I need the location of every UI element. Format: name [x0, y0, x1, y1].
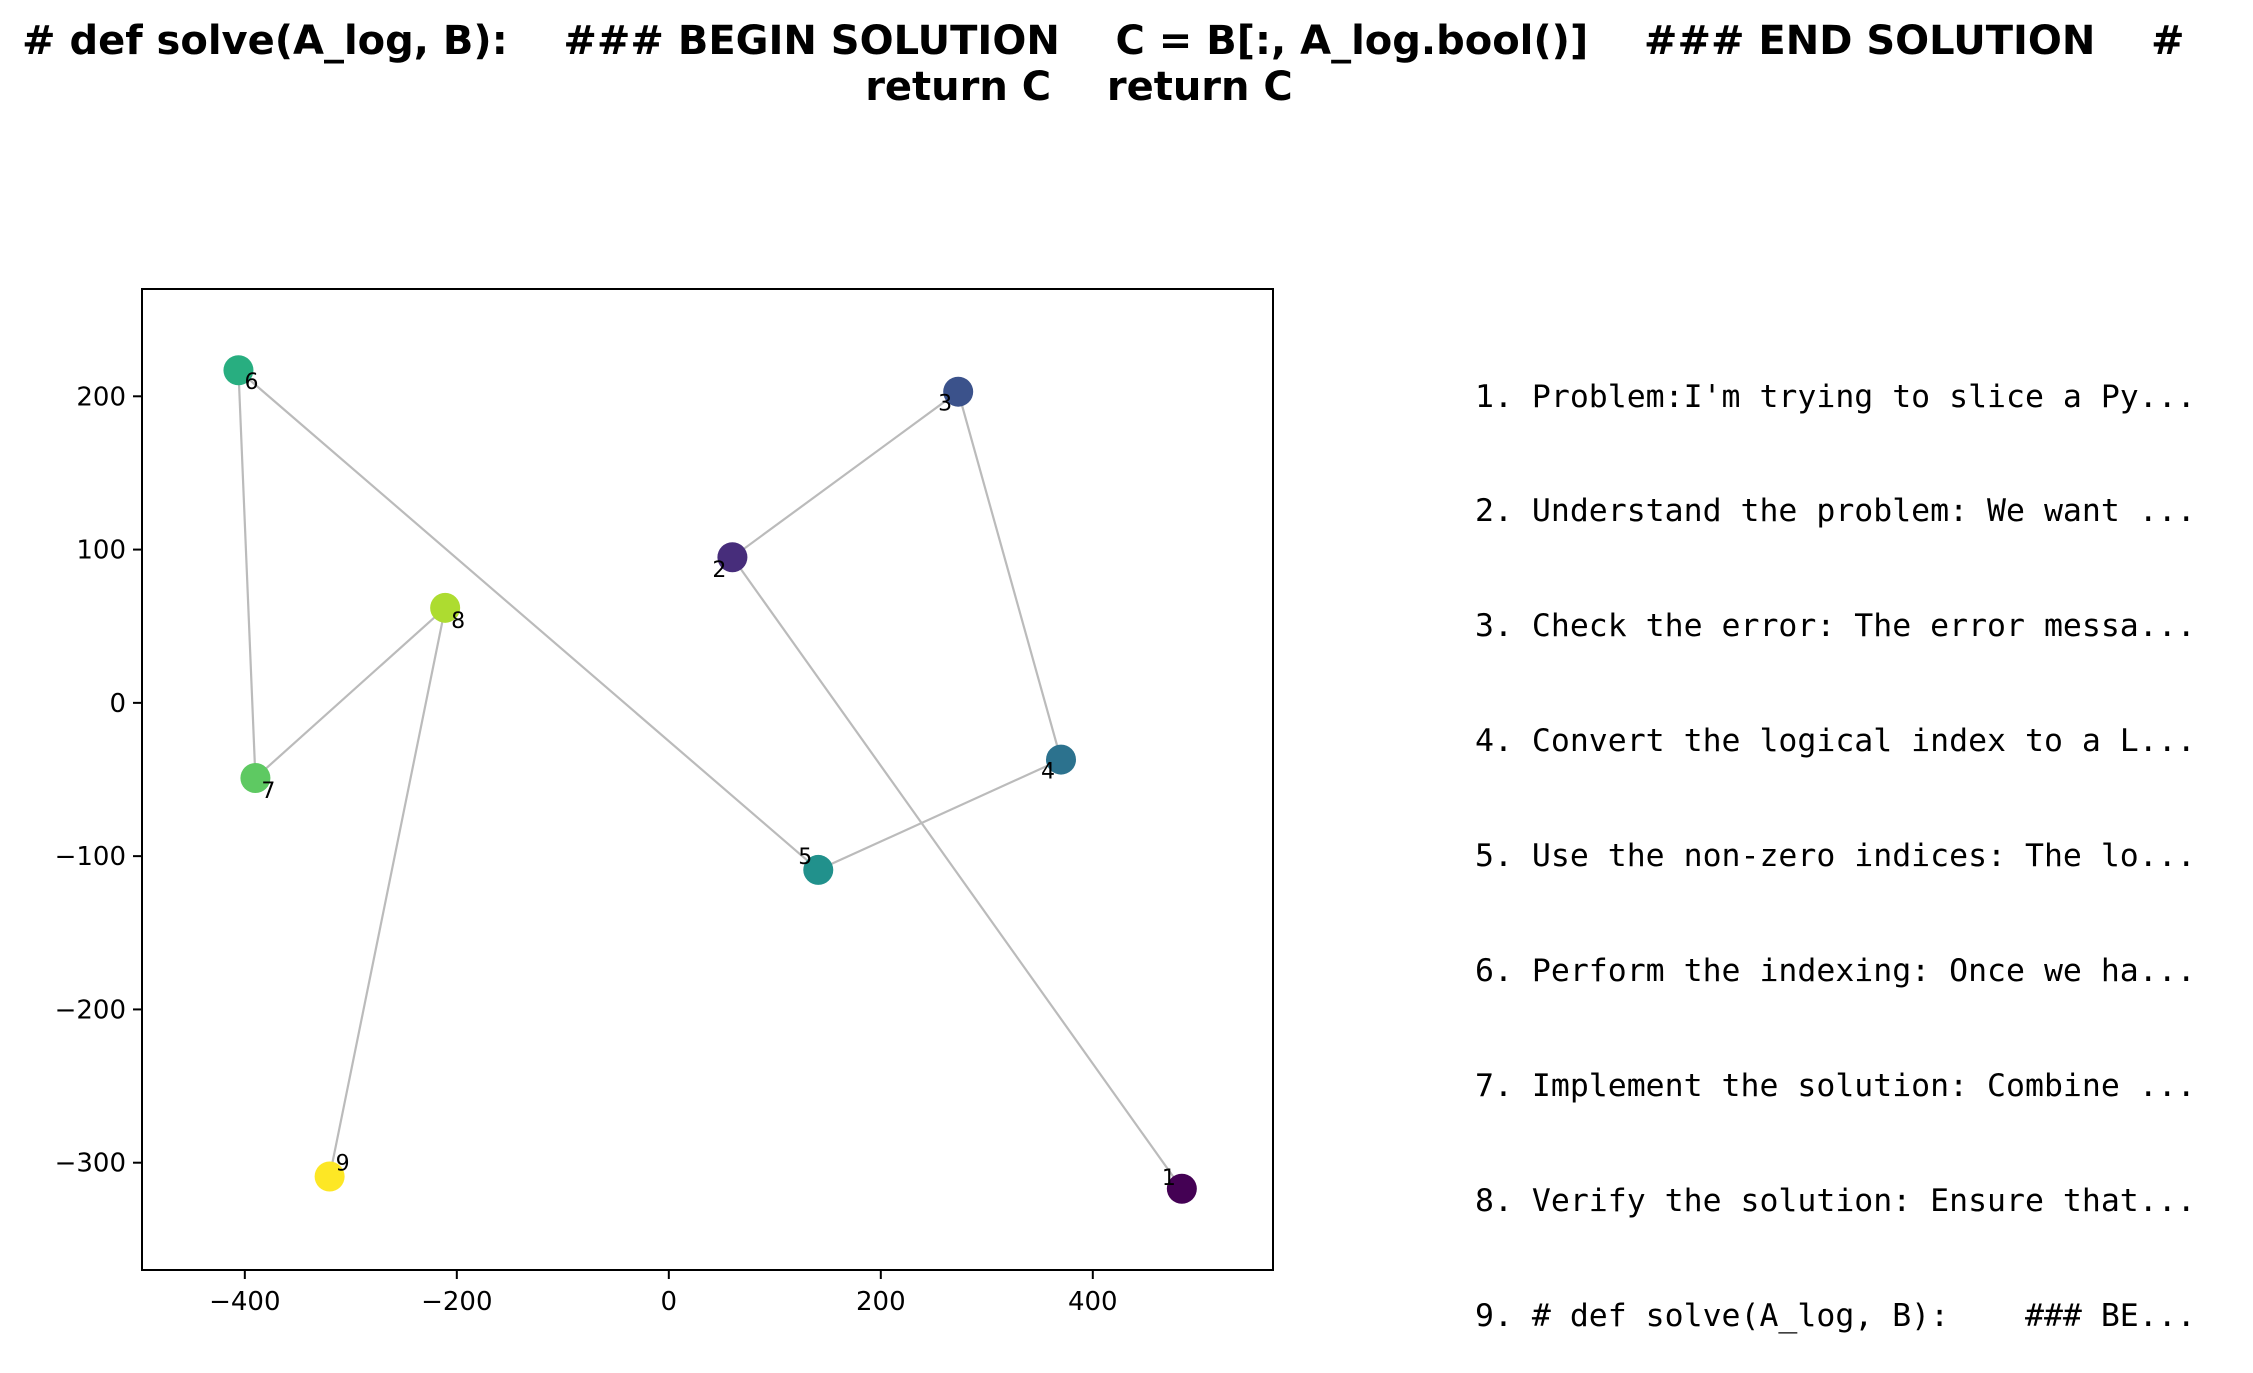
scatter-point	[717, 542, 748, 573]
step-item: 2. Understand the problem: We want ...	[1475, 493, 2196, 530]
step-item: 5. Use the non-zero indices: The lo...	[1475, 838, 2196, 875]
x-tick-label: 200	[856, 1287, 906, 1317]
x-tick-label: −400	[209, 1287, 280, 1317]
point-labels: 1 2 3 4 5 6 7 8 9	[244, 370, 1175, 1191]
connection-line	[328, 607, 447, 1177]
x-tick-label: 0	[661, 1287, 678, 1317]
point-label: 4	[1041, 760, 1055, 785]
step-item: 4. Convert the logical index to a L...	[1475, 723, 2196, 760]
scatter-point	[314, 1161, 345, 1192]
y-tick-label: −200	[55, 995, 126, 1025]
point-label: 6	[244, 370, 258, 395]
point-label: 1	[1162, 1166, 1176, 1191]
step-item: 9. # def solve(A_log, B): ### BE...	[1475, 1297, 2196, 1334]
scatter-point	[430, 592, 461, 623]
step-item: 8. Verify the solution: Ensure that...	[1475, 1182, 2196, 1219]
chart-title-line-1: # def solve(A_log, B): ### BEGIN SOLUTIO…	[22, 18, 2185, 64]
scatter-points	[223, 355, 1197, 1204]
y-tick-label: 200	[76, 382, 126, 412]
connection-line	[731, 390, 959, 559]
y-tick-label: 100	[76, 536, 126, 566]
step-item: 7. Implement the solution: Combine ...	[1475, 1067, 2196, 1104]
point-label: 3	[938, 392, 952, 417]
connection-line	[254, 607, 446, 779]
point-label: 9	[336, 1151, 350, 1176]
point-label: 5	[798, 845, 812, 870]
y-tick-label: 0	[109, 689, 126, 719]
scatter-point	[803, 854, 834, 885]
point-label: 7	[261, 779, 275, 804]
step-item: 3. Check the error: The error messa...	[1475, 608, 2196, 645]
solution-steps-list: 1. Problem:I'm trying to slice a Py... 2…	[1475, 301, 2196, 1373]
y-axis: −300 −200 −100 0 100 200	[55, 382, 142, 1179]
scatter-point	[943, 376, 974, 407]
connection-line	[237, 369, 819, 871]
connection-line	[957, 391, 1063, 760]
scatter-point	[223, 355, 254, 386]
scatter-chart: 1 2 3 4 5 6 7 8 9 −400 −200 0 200 400 −300 −200 −100 0 1…	[55, 288, 1274, 1317]
y-tick-label: −300	[55, 1149, 126, 1179]
plot-frame	[141, 288, 1274, 1271]
step-item: 6. Perform the indexing: Once we ha...	[1475, 953, 2196, 990]
connection-lines	[237, 369, 1183, 1190]
point-label: 2	[712, 558, 726, 583]
connection-line	[731, 556, 1183, 1190]
y-tick-label: −100	[55, 842, 126, 872]
connection-line	[237, 370, 257, 779]
point-label: 8	[451, 609, 465, 634]
chart-title-line-2: return C return C	[865, 64, 1293, 110]
step-item: 1. Problem:I'm trying to slice a Py...	[1475, 378, 2196, 415]
x-tick-label: 400	[1068, 1287, 1118, 1317]
connection-line	[817, 758, 1062, 871]
scatter-point	[1046, 744, 1077, 775]
x-tick-label: −200	[421, 1287, 492, 1317]
x-axis: −400 −200 0 200 400	[209, 1270, 1118, 1317]
scatter-point	[1166, 1173, 1197, 1204]
scatter-point	[240, 762, 271, 793]
